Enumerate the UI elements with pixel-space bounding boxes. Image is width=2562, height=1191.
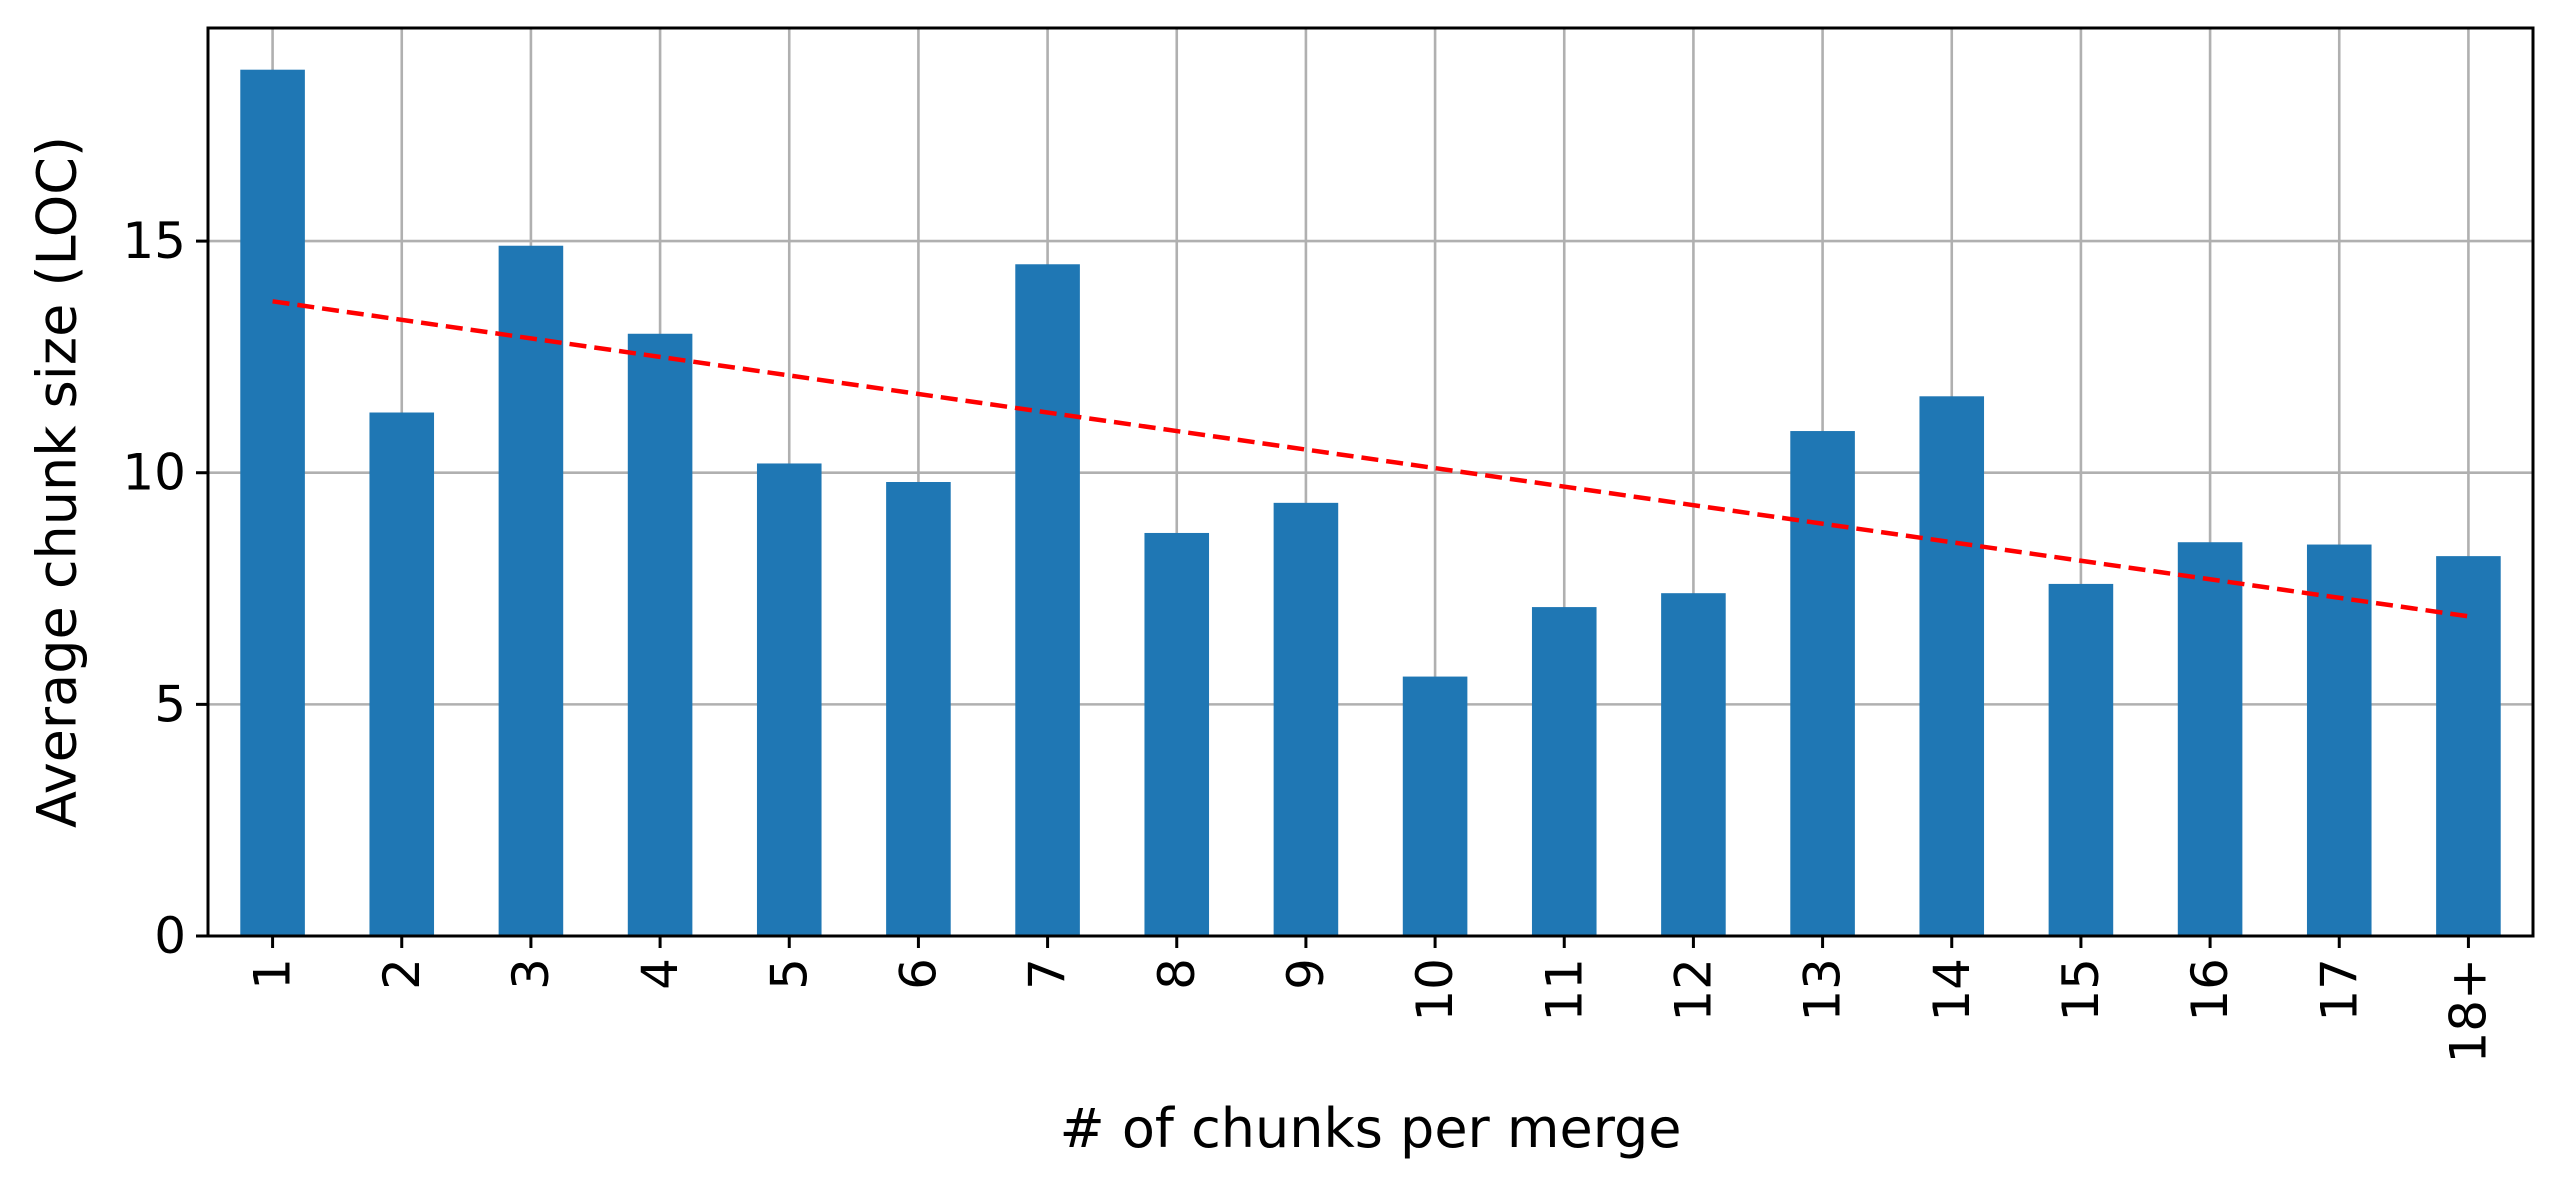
bar: [886, 482, 951, 936]
y-axis-label: Average chunk size (LOC): [26, 136, 89, 828]
trendline: [272, 299, 2469, 619]
y-tick-label: 0: [154, 907, 186, 965]
x-tick-label: 5: [760, 958, 818, 990]
x-tick-label: 15: [2052, 958, 2110, 1022]
x-tick-label: 14: [1923, 958, 1981, 1022]
trendline-layer: [272, 299, 2469, 619]
bar: [2048, 583, 2114, 936]
x-tick-label: 3: [502, 958, 560, 990]
bar: [627, 333, 693, 936]
bar: [756, 463, 822, 936]
x-axis-label: # of chunks per merge: [1059, 1097, 1681, 1160]
y-tick-label: 10: [122, 444, 186, 502]
x-tick-label: 6: [889, 958, 947, 990]
bar: [2177, 542, 2243, 936]
plot-frame: [206, 26, 2535, 938]
x-tick-label: 1: [244, 958, 302, 990]
bar: [1144, 532, 1210, 936]
x-tick-label: 17: [2310, 958, 2368, 1022]
x-tick-label: 2: [373, 958, 431, 990]
bar: [369, 412, 435, 936]
bar: [240, 69, 305, 937]
bar: [1531, 607, 1597, 936]
x-tick-label: 13: [1794, 958, 1852, 1022]
x-tick-label: 11: [1535, 958, 1593, 1022]
bar: [1919, 396, 1985, 937]
bar: [1015, 264, 1080, 936]
y-tick-label: 5: [154, 675, 186, 733]
x-tick-label: 4: [631, 958, 689, 990]
x-tick-label: 8: [1148, 958, 1206, 990]
y-tick-label: 15: [122, 212, 186, 270]
bars: [240, 69, 2501, 937]
x-tick-label: 12: [1664, 958, 1722, 1022]
bar: [2436, 556, 2501, 936]
bar: [1790, 431, 1855, 936]
x-tick-label: 18+: [2439, 958, 2497, 1064]
x-tick-label: 16: [2181, 958, 2239, 1022]
bar: [1402, 676, 1468, 936]
bar: [498, 245, 564, 937]
bar: [1661, 593, 1726, 936]
x-tick-label: 9: [1277, 958, 1335, 990]
x-tick-label: 7: [1019, 958, 1077, 990]
x-tick-label: 10: [1406, 958, 1464, 1022]
bar: [1273, 502, 1339, 936]
bar: [2306, 544, 2372, 936]
